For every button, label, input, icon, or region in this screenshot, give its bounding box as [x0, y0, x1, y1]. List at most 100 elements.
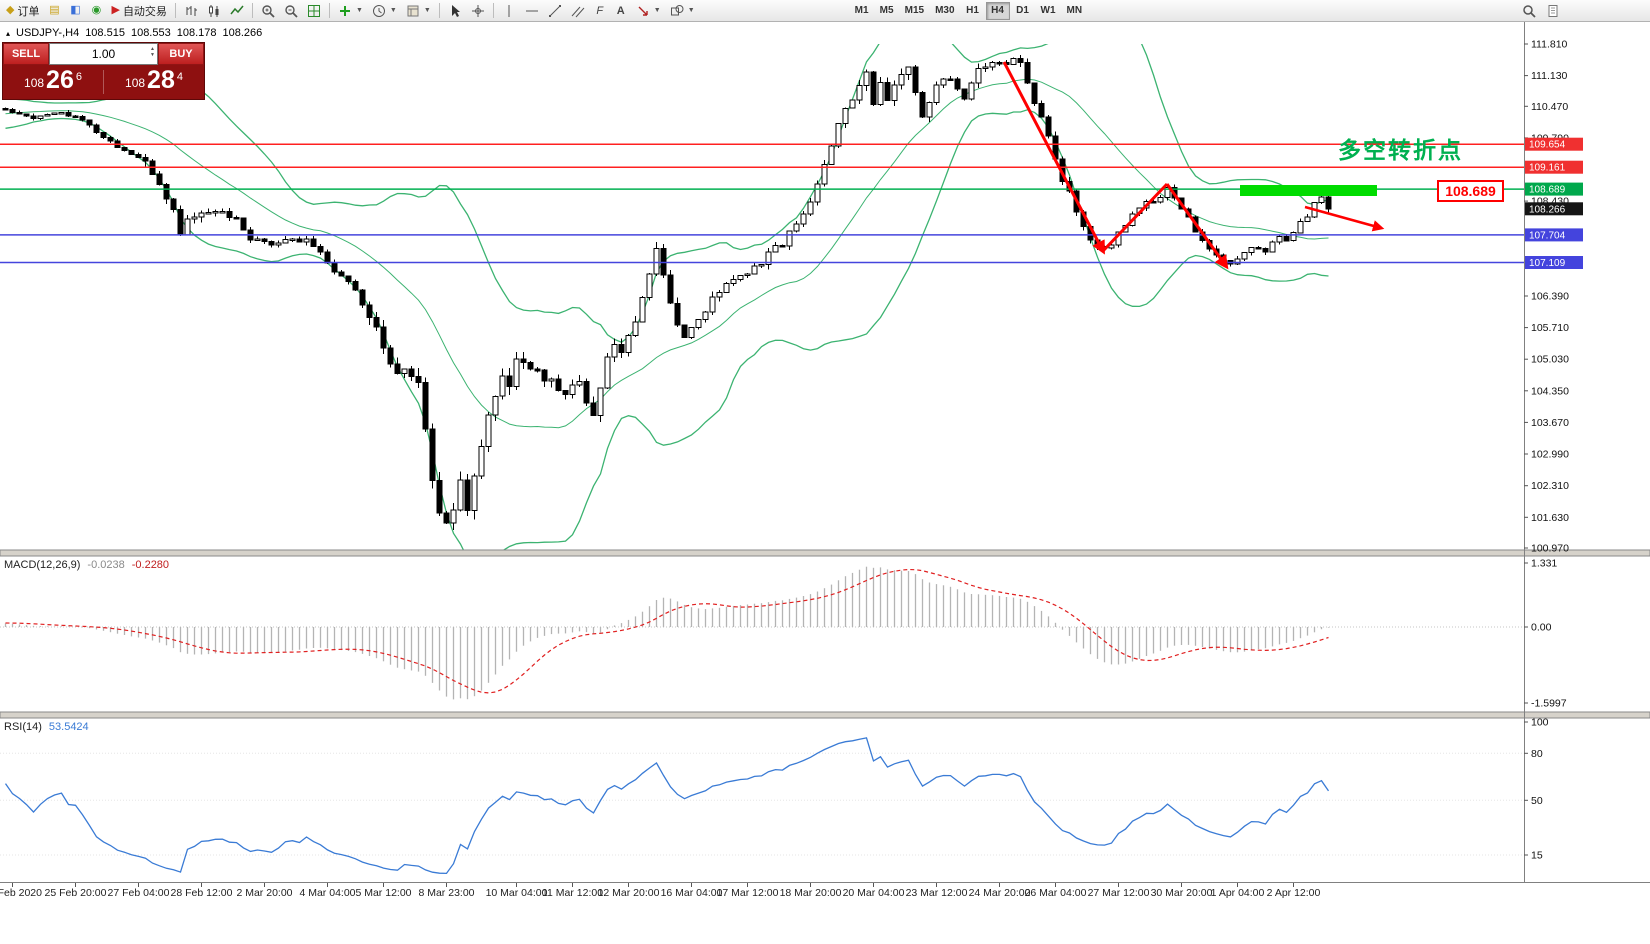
- svg-text:15: 15: [1531, 850, 1543, 862]
- buy-price-point: 4: [176, 71, 183, 83]
- bar-chart-button[interactable]: [180, 1, 202, 21]
- toolbar-separator: [251, 3, 253, 18]
- buy-price: 108 28 4: [104, 68, 204, 96]
- price-divider: [103, 70, 104, 94]
- dropdown-caret-icon: ▼: [687, 7, 695, 14]
- timeframe-d1-button[interactable]: D1: [1011, 2, 1035, 20]
- main-toolbar: ◆ 订单 ▤ ◧ ◉ ▶ 自动交易 ▼ ▼ ▼ F A ▼ ▼: [0, 0, 1650, 22]
- chart-canvas[interactable]: 111.810111.130110.470109.790108.430106.3…: [0, 22, 1650, 944]
- macd-label: MACD(12,26,9) -0.0238 -0.2280: [4, 559, 169, 571]
- spinner-down-icon[interactable]: ▼: [150, 52, 155, 58]
- timeframe-w1-button[interactable]: W1: [1036, 2, 1061, 20]
- toolbar-separator: [174, 3, 176, 18]
- timeframe-mn-button[interactable]: MN: [1062, 2, 1088, 20]
- chart-menu-icon[interactable]: ▴: [6, 28, 11, 38]
- search-icon: [1523, 4, 1536, 18]
- svg-text:105.030: 105.030: [1531, 354, 1569, 366]
- buy-button[interactable]: BUY: [158, 43, 204, 65]
- horizontal-line-icon: [525, 10, 538, 11]
- ohlc-low: 108.178: [176, 27, 217, 39]
- arrows-tool-button[interactable]: ▼: [632, 1, 665, 21]
- shapes-tool-button[interactable]: ▼: [666, 1, 699, 21]
- sell-button[interactable]: SELL: [3, 43, 49, 65]
- clock-icon: [372, 4, 385, 17]
- timeframe-h1-button[interactable]: H1: [961, 2, 985, 20]
- new-order-button[interactable]: ◆ 订单: [2, 1, 43, 21]
- sell-price-pips: 26: [46, 66, 74, 94]
- crosshair-button[interactable]: [467, 1, 489, 21]
- buy-price-pips: 28: [147, 66, 175, 94]
- help-docs-button[interactable]: [1542, 1, 1564, 21]
- tile-windows-button[interactable]: [303, 1, 325, 21]
- candlestick-button[interactable]: [203, 1, 225, 21]
- toolbar-right-group: [1518, 1, 1564, 21]
- price-axis[interactable]: 111.810111.130110.470109.790108.430106.3…: [1524, 39, 1583, 862]
- svg-text:107.704: 107.704: [1529, 230, 1566, 241]
- timeframe-m15-button[interactable]: M15: [900, 2, 929, 20]
- zoom-in-button[interactable]: [257, 1, 279, 21]
- spinner-up-icon[interactable]: ▲: [150, 46, 155, 52]
- line-chart-button[interactable]: [226, 1, 248, 21]
- timeframe-m5-button[interactable]: M5: [875, 2, 899, 20]
- svg-text:108.266: 108.266: [1529, 204, 1566, 215]
- indicators-button[interactable]: ▼: [334, 1, 367, 21]
- timeframe-h4-button[interactable]: H4: [985, 1, 1010, 20]
- ohlc-close: 108.266: [222, 27, 263, 39]
- zoom-out-button[interactable]: [280, 1, 302, 21]
- terminal-icon: ◉: [91, 4, 102, 16]
- svg-text:28 Feb 12:00: 28 Feb 12:00: [171, 887, 233, 899]
- profile-button[interactable]: ◧: [65, 1, 85, 21]
- rsi-value: 53.5424: [48, 721, 89, 733]
- search-button[interactable]: [1518, 1, 1540, 21]
- vertical-line-icon: [508, 4, 510, 17]
- ohlc-open: 108.515: [85, 27, 125, 39]
- svg-text:111.810: 111.810: [1531, 39, 1568, 51]
- volume-input[interactable]: 1.00 ▲ ▼: [49, 43, 158, 65]
- svg-text:100.970: 100.970: [1531, 543, 1569, 555]
- svg-text:24 Feb 2020: 24 Feb 2020: [0, 887, 42, 899]
- vertical-line-button[interactable]: [498, 1, 520, 21]
- svg-text:27 Mar 12:00: 27 Mar 12:00: [1088, 887, 1150, 899]
- rsi-name: RSI(14): [4, 721, 42, 733]
- symbol-info-bar: ▴ USDJPY-,H4 108.515 108.553 108.178 108…: [6, 27, 262, 39]
- svg-text:111.130: 111.130: [1531, 70, 1568, 82]
- document-icon: [1548, 4, 1558, 17]
- templates-button[interactable]: ▼: [402, 1, 435, 21]
- timeframe-m1-button[interactable]: M1: [850, 2, 874, 20]
- symbol-name: USDJPY-,H4: [16, 27, 80, 39]
- text-tool-button[interactable]: A: [611, 1, 631, 21]
- charts-button[interactable]: ▤: [44, 1, 64, 21]
- svg-text:107.109: 107.109: [1529, 258, 1566, 269]
- autotrading-button[interactable]: ▶ 自动交易: [107, 1, 170, 21]
- terminal-button[interactable]: ◉: [86, 1, 106, 21]
- timeframe-toolbar: M1 M5 M15 M30 H1 H4 D1 W1 MN: [850, 1, 1088, 20]
- cursor-button[interactable]: [444, 1, 466, 21]
- svg-text:2 Apr 12:00: 2 Apr 12:00: [1267, 887, 1321, 899]
- crosshair-icon: [471, 4, 484, 17]
- dropdown-caret-icon: ▼: [653, 7, 661, 14]
- user-drawings-layer[interactable]: [1002, 61, 1385, 270]
- toolbar-separator: [438, 3, 440, 18]
- timeframe-m30-button[interactable]: M30: [930, 2, 959, 20]
- periods-button[interactable]: ▼: [368, 1, 401, 21]
- panel-separators[interactable]: [0, 22, 1650, 883]
- svg-text:101.630: 101.630: [1531, 512, 1569, 524]
- ohlc-high: 108.553: [130, 27, 171, 39]
- volume-spinner[interactable]: ▲ ▼: [150, 46, 155, 58]
- fibonacci-button[interactable]: F: [590, 1, 610, 21]
- text-tool-icon: A: [616, 4, 625, 17]
- trendline-button[interactable]: [544, 1, 566, 21]
- svg-text:27 Feb 04:00: 27 Feb 04:00: [108, 887, 170, 899]
- dropdown-caret-icon: ▼: [423, 7, 431, 14]
- svg-text:0.00: 0.00: [1531, 622, 1552, 634]
- sell-price-point: 6: [75, 71, 82, 83]
- svg-text:102.310: 102.310: [1531, 480, 1569, 492]
- bollinger-bands-layer: [5, 44, 1329, 550]
- zoom-in-icon: [262, 4, 275, 18]
- horizontal-line-button[interactable]: [521, 1, 543, 21]
- svg-text:1 Apr 04:00: 1 Apr 04:00: [1211, 887, 1265, 899]
- line-chart-icon: [230, 5, 244, 14]
- fibonacci-icon: F: [596, 4, 604, 17]
- channel-button[interactable]: [567, 1, 589, 21]
